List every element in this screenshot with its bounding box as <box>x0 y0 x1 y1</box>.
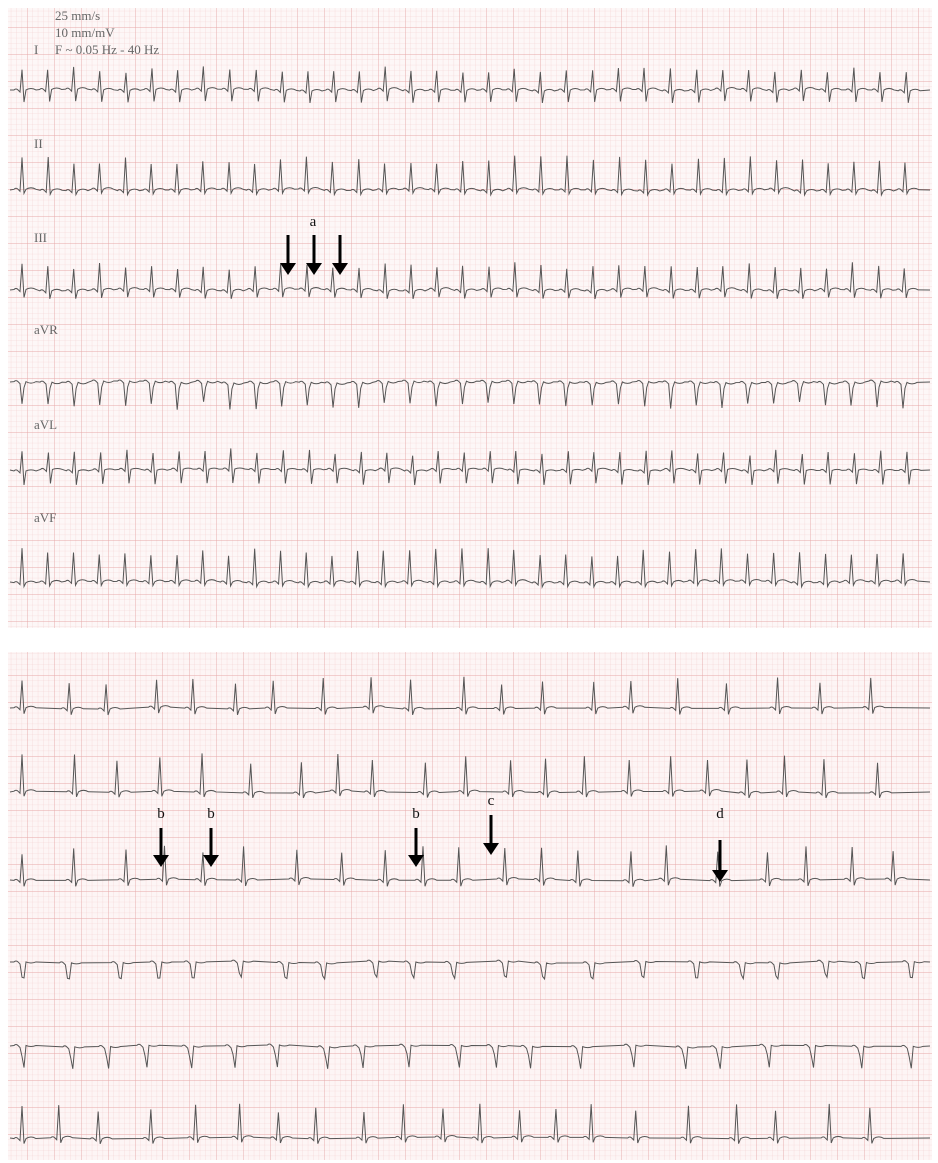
annotation: b <box>412 806 420 822</box>
lead-label: II <box>34 136 43 151</box>
grid-bottom <box>8 652 932 1160</box>
filter: F ~ 0.05 Hz - 40 Hz <box>55 42 159 57</box>
annotation: b <box>157 806 165 822</box>
lead-label: aVL <box>34 417 57 432</box>
lead-label: aVF <box>34 510 56 525</box>
annotation: c <box>488 793 495 809</box>
lead-label: I <box>34 42 38 57</box>
annotation: a <box>310 214 317 230</box>
gain: 10 mm/mV <box>55 25 115 40</box>
grid-top <box>8 8 932 628</box>
lead-label: III <box>34 230 47 245</box>
lead-label: aVR <box>34 322 58 337</box>
ecg-figure: 25 mm/s 10 mm/mV F ~ 0.05 Hz - 40 Hz I I… <box>0 0 938 1163</box>
annotation: d <box>716 806 724 822</box>
speed: 25 mm/s <box>55 8 100 23</box>
annotation: b <box>207 806 215 822</box>
